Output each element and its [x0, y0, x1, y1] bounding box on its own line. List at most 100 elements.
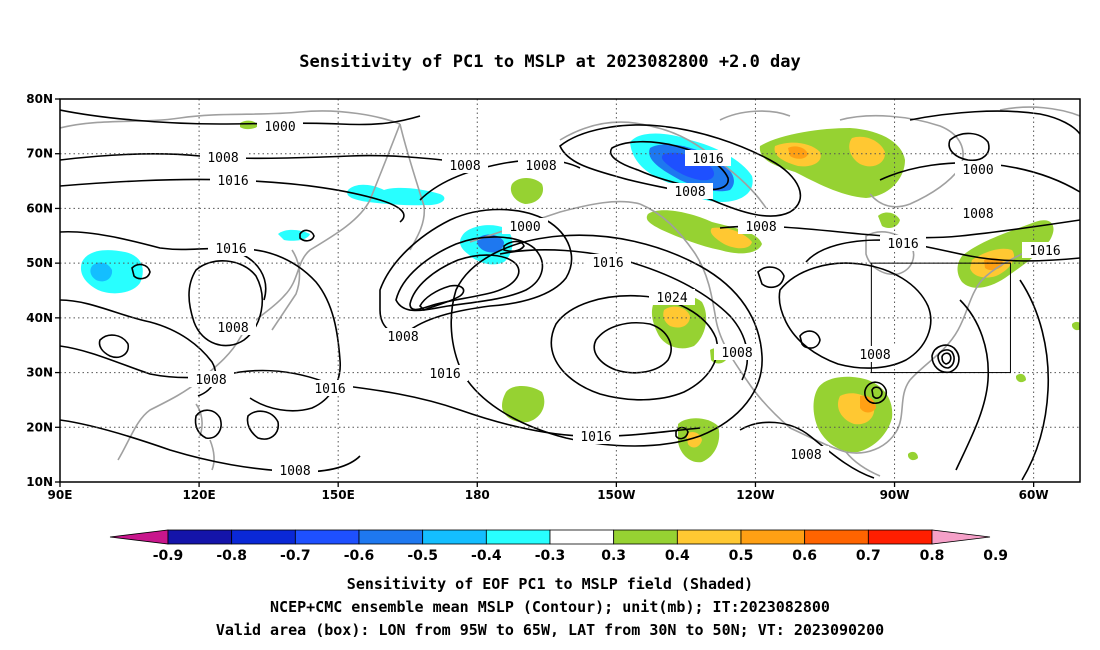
colorbar-tick-label: 0.5 [729, 548, 754, 564]
contour-label-layer: 1000 1008 1016 1008 1008 1016 1000 1016 … [188, 118, 1068, 479]
lat-tick-label: 40N [26, 311, 53, 325]
contour-small-china-west [98, 334, 130, 359]
contour-gulf-low-inner [871, 386, 883, 399]
colorbar-extend-high [931, 529, 991, 545]
contour-label: 1000 [955, 161, 1001, 178]
svg-text:1000: 1000 [264, 120, 295, 135]
lon-tick-label: 180 [465, 488, 490, 502]
pos-region-small-arctic [240, 120, 258, 130]
pos-region-canada-west-yellow [710, 227, 752, 249]
svg-text:1008: 1008 [745, 220, 776, 235]
axis-labels: 90E 120E 150E 180 150W 120W 90W 60W 80N 70N 60N 50N… [26, 92, 1048, 502]
svg-text:1008: 1008 [674, 185, 705, 200]
contour-1016-alaska-inner [609, 140, 729, 191]
contour-1008-mexico [739, 421, 875, 479]
contour-1016-atlantic-east [955, 299, 990, 471]
colorbar-tick-label: 0.3 [601, 548, 626, 564]
colorbar-tick-label: 0.4 [665, 548, 690, 564]
svg-text:1016: 1016 [217, 174, 248, 189]
pos-region-bering [510, 178, 544, 204]
colorbar-segment [804, 529, 869, 545]
contour-pacific-high-inner [593, 322, 672, 374]
contour-label: 1016 [880, 235, 926, 252]
lat-tick-label: 50N [26, 256, 53, 270]
contour-label: 1016 [573, 428, 619, 445]
svg-text:1016: 1016 [692, 152, 723, 167]
colorbar-segment [485, 529, 551, 545]
colorbar-segment [613, 529, 678, 545]
lon-tick-label: 90W [880, 488, 910, 502]
contour-1008-tropic-west [60, 419, 361, 473]
contour-label: 1008 [380, 328, 426, 345]
colorbar: -0.9 -0.8 -0.7 -0.6 -0.5 -0.4 -0.3 0.3 0.4 0.5 0.6… [109, 529, 1008, 564]
contour-label: 1008 [714, 344, 760, 361]
svg-text:1016: 1016 [580, 430, 611, 445]
contour-label: 1000 [502, 218, 548, 235]
lat-tick-label: 30N [26, 366, 53, 380]
svg-text:1016: 1016 [215, 242, 246, 257]
neg-region-aleutian-core [477, 234, 504, 253]
contour-label: 1008 [852, 346, 898, 363]
contour-hurricane-inner [941, 352, 952, 365]
contour-1016-pacific-high-outer [450, 234, 763, 447]
colorbar-tick-label: 0.7 [856, 548, 881, 564]
coast-east-asia [117, 123, 401, 461]
colorbar-extend-low [109, 529, 169, 545]
lat-tick-label: 20N [26, 420, 53, 434]
footer-line-3: Valid area (box): LON from 95W to 65W, L… [216, 621, 884, 639]
svg-text:1008: 1008 [195, 373, 226, 388]
lon-tick-label: 120W [736, 488, 774, 502]
contour-label: 1008 [783, 446, 829, 463]
lat-tick-label: 80N [26, 92, 53, 106]
coast-asia-arctic [60, 110, 401, 129]
colorbar-segment [867, 529, 933, 545]
coast-aleutians [469, 200, 641, 243]
svg-text:1016: 1016 [887, 237, 918, 252]
neg-region-okhotsk [347, 184, 445, 206]
contour-label: 1008 [210, 319, 256, 336]
svg-text:1008: 1008 [279, 464, 310, 479]
contour-label: 1016 [1022, 242, 1068, 259]
map-panel: 1000 1008 1016 1008 1008 1016 1000 1016 … [55, 98, 1081, 487]
pos-region-nepac-yellow [663, 306, 690, 328]
contour-label: 1008 [188, 371, 234, 388]
svg-text:1000: 1000 [962, 163, 993, 178]
contour-small-asia-mid [131, 263, 151, 280]
contour-gulf-low-outer [864, 381, 888, 405]
contour-label: 1000 [257, 118, 303, 135]
footer-line-1: Sensitivity of EOF PC1 to MSLP field (Sh… [347, 575, 753, 593]
svg-text:1016: 1016 [429, 367, 460, 382]
lon-tick-label: 150E [322, 488, 355, 502]
lon-tick-label: 150W [597, 488, 635, 502]
sensitivity-shading [80, 120, 1080, 463]
colorbar-segment [740, 529, 806, 545]
svg-text:1008: 1008 [525, 159, 556, 174]
lat-tick-label: 60N [26, 201, 53, 215]
contour-1008-atlantic-low [909, 110, 1080, 135]
contour-1016-pacific-south [329, 383, 701, 438]
colorbar-tick-label: -0.3 [535, 548, 566, 564]
pos-region-carib [908, 451, 918, 461]
colorbar-tick-label: -0.5 [407, 548, 438, 564]
svg-text:1008: 1008 [859, 348, 890, 363]
contour-1008-asia-north [60, 153, 481, 165]
contour-label: 1024 [649, 289, 695, 306]
contour-1016-pacific-east [499, 249, 749, 381]
pos-region-pacific-south [502, 386, 545, 423]
contour-1008-mongolia [188, 260, 264, 347]
colorbar-tick-label: -0.9 [153, 548, 184, 564]
neg-region-alaska-core [661, 152, 715, 181]
contour-1016-siberia [60, 230, 267, 301]
svg-text:1008: 1008 [790, 448, 821, 463]
lon-tick-label: 120E [182, 488, 215, 502]
contour-low-kamchatka-mid [395, 236, 544, 312]
svg-text:1024: 1024 [656, 291, 687, 306]
colorbar-tick-label: -0.7 [280, 548, 311, 564]
colorbar-tick-label: 0.8 [920, 548, 945, 564]
svg-text:1008: 1008 [449, 159, 480, 174]
contour-label: 1008 [518, 157, 564, 174]
pos-region-atlantic2 [1072, 321, 1080, 331]
contour-1016-atlantic-far [1019, 279, 1050, 481]
colorbar-segment [549, 529, 615, 545]
